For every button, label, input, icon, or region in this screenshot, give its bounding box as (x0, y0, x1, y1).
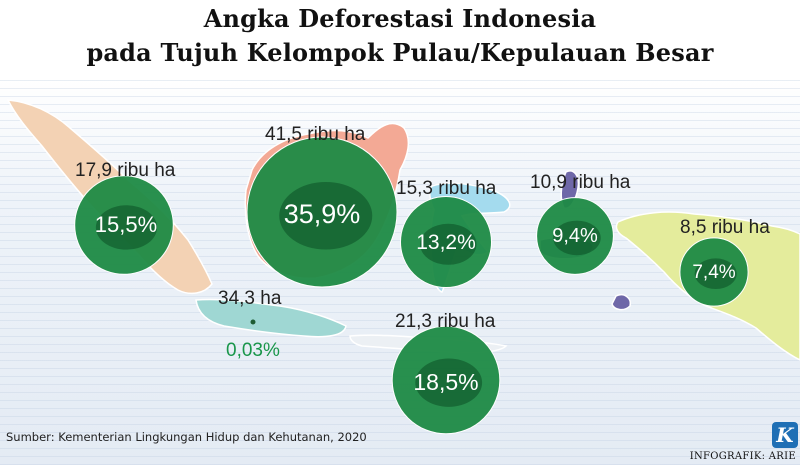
bubble-island-shape-papua (694, 258, 737, 290)
bubble-layer (74, 136, 749, 435)
island-jawa (195, 298, 347, 338)
area-label-kalimantan: 41,5 ribu ha (265, 124, 366, 145)
island-maluku-south (611, 294, 632, 311)
percent-label-maluku: 9,4% (552, 225, 598, 247)
title-line-1: Angka Deforestasi Indonesia (203, 4, 597, 33)
bubble-island-shape-sumatera (95, 205, 158, 250)
area-label-bali-nusa-tenggara: 21,3 ribu ha (395, 311, 496, 332)
brand-logo: K (772, 422, 798, 448)
percent-label-sumatera: 15,5% (94, 212, 158, 237)
marker-jawa (250, 319, 256, 325)
percent-label-papua: 7,4% (692, 262, 736, 283)
bubble-island-shape-bali-nusa-tenggara (415, 358, 483, 407)
area-label-papua: 8,5 ribu ha (680, 217, 770, 238)
percent-label-sulawesi: 13,2% (416, 231, 476, 254)
area-label-jawa: 34,3 ha (218, 288, 282, 309)
area-label-sumatera: 17,9 ribu ha (75, 160, 176, 181)
bubble-island-shape-kalimantan (279, 181, 373, 250)
bubble-island-shape-sulawesi (420, 223, 477, 265)
percent-label-kalimantan: 35,9% (283, 199, 361, 229)
area-label-sulawesi: 15,3 ribu ha (396, 178, 497, 199)
bubble-island-shape-maluku (553, 220, 601, 256)
percent-label-jawa: 0,03% (226, 340, 280, 361)
area-label-maluku: 10,9 ribu ha (530, 172, 631, 193)
title-line-2: pada Tujuh Kelompok Pulau/Kepulauan Besa… (86, 38, 714, 67)
source-note: Sumber: Kementerian Lingkungan Hidup dan… (6, 430, 367, 444)
credit-note: INFOGRAFIK: ARIE (689, 451, 796, 462)
percent-label-bali-nusa-tenggara: 18,5% (413, 369, 479, 395)
